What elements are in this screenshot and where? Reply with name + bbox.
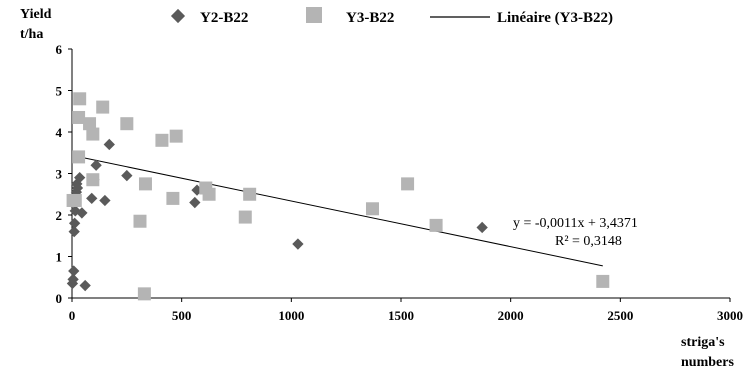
point-y3-b22 (202, 187, 216, 201)
point-y3-b22 (243, 187, 257, 201)
legend-label-trendline: Linéaire (Y3-B22) (497, 10, 613, 26)
y-tick-label: 0 (56, 291, 63, 306)
point-y2-b22 (292, 238, 304, 250)
axes (68, 48, 731, 302)
legend-label-y2-b22: Y2-B22 (200, 10, 248, 26)
y-tick-label: 4 (56, 125, 63, 140)
x-tick-label: 2000 (498, 308, 524, 323)
trendline-equation: y = -0,0011x + 3,4371 (513, 216, 638, 231)
x-tick-label: 2500 (607, 308, 633, 323)
point-y3-b22 (596, 274, 610, 288)
point-y2-b22 (103, 138, 115, 151)
trendline (71, 154, 603, 267)
data-points (66, 92, 610, 301)
point-y3-b22 (429, 218, 443, 232)
legend-label-y3-b22: Y3-B22 (346, 10, 394, 26)
point-y2-b22 (79, 279, 91, 292)
legend-marker-y3-b22 (306, 7, 322, 23)
point-y3-b22 (68, 193, 82, 207)
x-tick-label: 3000 (717, 308, 743, 323)
y-tick-labels: 0 1 2 3 4 5 6 (56, 42, 63, 306)
x-tick-label: 500 (172, 308, 192, 323)
point-y3-b22 (155, 133, 169, 147)
point-y3-b22 (72, 150, 86, 164)
point-y3-b22 (86, 173, 100, 187)
y-axis-label-line-2: t/ha (20, 27, 43, 42)
point-y3-b22 (83, 117, 97, 131)
point-y2-b22 (121, 169, 133, 182)
y-axis-label-line-1: Yield (20, 7, 52, 22)
trendline-r-squared: R² = 0,3148 (555, 234, 622, 249)
point-y3-b22 (86, 127, 100, 141)
point-y3-b22 (120, 117, 134, 131)
point-y2-b22 (86, 192, 98, 205)
trendline-group (71, 154, 603, 267)
point-y3-b22 (137, 287, 151, 301)
point-y3-b22 (365, 202, 379, 216)
y-tick-label: 1 (56, 250, 63, 265)
point-y2-b22 (68, 217, 81, 229)
point-y3-b22 (238, 210, 252, 224)
x-tick-label: 1000 (278, 308, 304, 323)
legend-marker-y2-b22 (170, 8, 186, 24)
point-y2-b22 (68, 265, 80, 277)
point-y3-b22 (169, 129, 183, 143)
y-tick-label: 3 (56, 167, 63, 182)
x-axis-label-line-2: numbers (681, 355, 734, 370)
point-y3-b22 (133, 214, 147, 228)
y-tick-label: 2 (56, 208, 63, 223)
point-y3-b22 (73, 92, 87, 106)
point-y3-b22 (96, 100, 110, 114)
y-tick-label: 5 (56, 84, 63, 99)
point-y3-b22 (401, 177, 415, 191)
point-y2-b22 (189, 196, 201, 209)
point-y3-b22 (138, 177, 152, 191)
point-y3-b22 (72, 110, 86, 124)
x-tick-label: 0 (69, 308, 76, 323)
x-axis-label-line-1: striga's (681, 335, 725, 350)
point-y2-b22 (476, 221, 488, 234)
y-tick-label: 6 (56, 42, 63, 57)
legend: Y2-B22 Y3-B22 Linéaire (Y3-B22) (170, 7, 613, 26)
x-tick-label: 1500 (388, 308, 414, 323)
point-y2-b22 (99, 194, 111, 207)
point-y3-b22 (166, 191, 180, 205)
x-tick-labels: 0 500 1000 1500 2000 2500 3000 (69, 308, 743, 323)
